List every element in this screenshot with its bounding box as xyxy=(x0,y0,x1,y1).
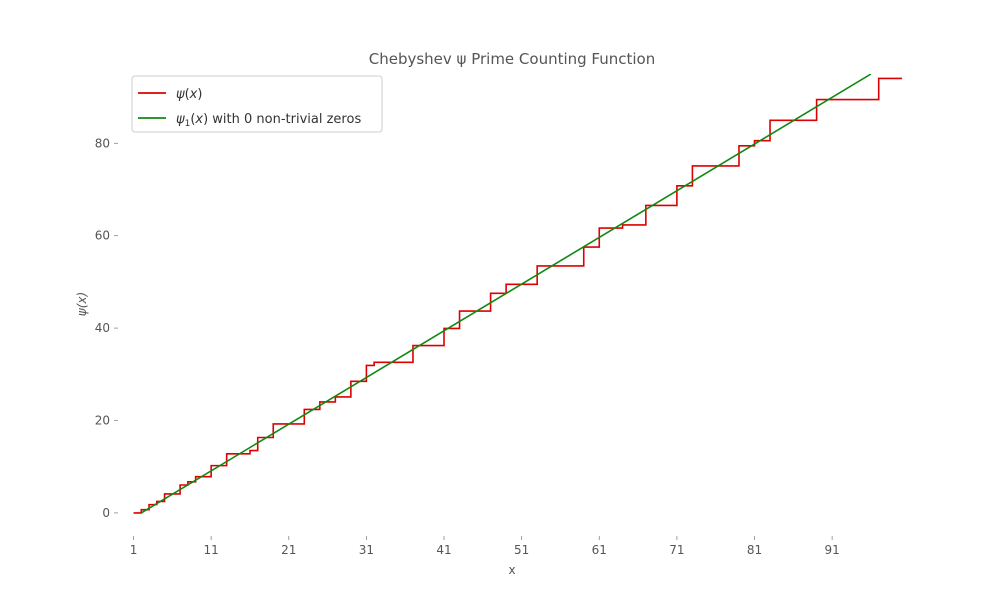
x-axis: 1 11 21 31 41 51 61 71 81 91 xyxy=(130,536,840,557)
x-tick-label: 61 xyxy=(592,543,607,557)
series-line-2 xyxy=(140,74,872,514)
legend-label-1: ψ(x) xyxy=(176,87,202,102)
legend: ψ(x) ψ1(x) with 0 non-trivial zeros xyxy=(131,75,383,133)
y-tick-label: 60 xyxy=(95,229,110,243)
x-tick-label: 41 xyxy=(436,543,451,557)
x-tick-label: 11 xyxy=(204,543,219,557)
y-axis-label: ψ(x) xyxy=(75,292,89,316)
x-tick-label: 31 xyxy=(359,543,374,557)
x-axis-label: x xyxy=(508,563,515,577)
legend-box xyxy=(131,75,383,133)
svg-text:ψ(x): ψ(x) xyxy=(75,292,89,316)
plot-area xyxy=(133,74,902,514)
x-tick-label: 1 xyxy=(130,543,138,557)
series-line-1 xyxy=(133,77,902,514)
y-tick-label: 0 xyxy=(102,506,110,520)
x-tick-label: 21 xyxy=(281,543,296,557)
chart-title: Chebyshev ψ Prime Counting Function xyxy=(369,50,656,68)
x-tick-label: 51 xyxy=(514,543,529,557)
x-tick-label: 81 xyxy=(747,543,762,557)
y-tick-label: 40 xyxy=(95,321,110,335)
x-tick-label: 71 xyxy=(669,543,684,557)
legend-label-2: ψ1(x) with 0 non-trivial zeros xyxy=(176,112,361,129)
x-tick-label: 91 xyxy=(824,543,839,557)
y-axis: 0 20 40 60 80 xyxy=(95,136,118,520)
y-tick-label: 20 xyxy=(95,414,110,428)
y-tick-label: 80 xyxy=(95,136,110,150)
